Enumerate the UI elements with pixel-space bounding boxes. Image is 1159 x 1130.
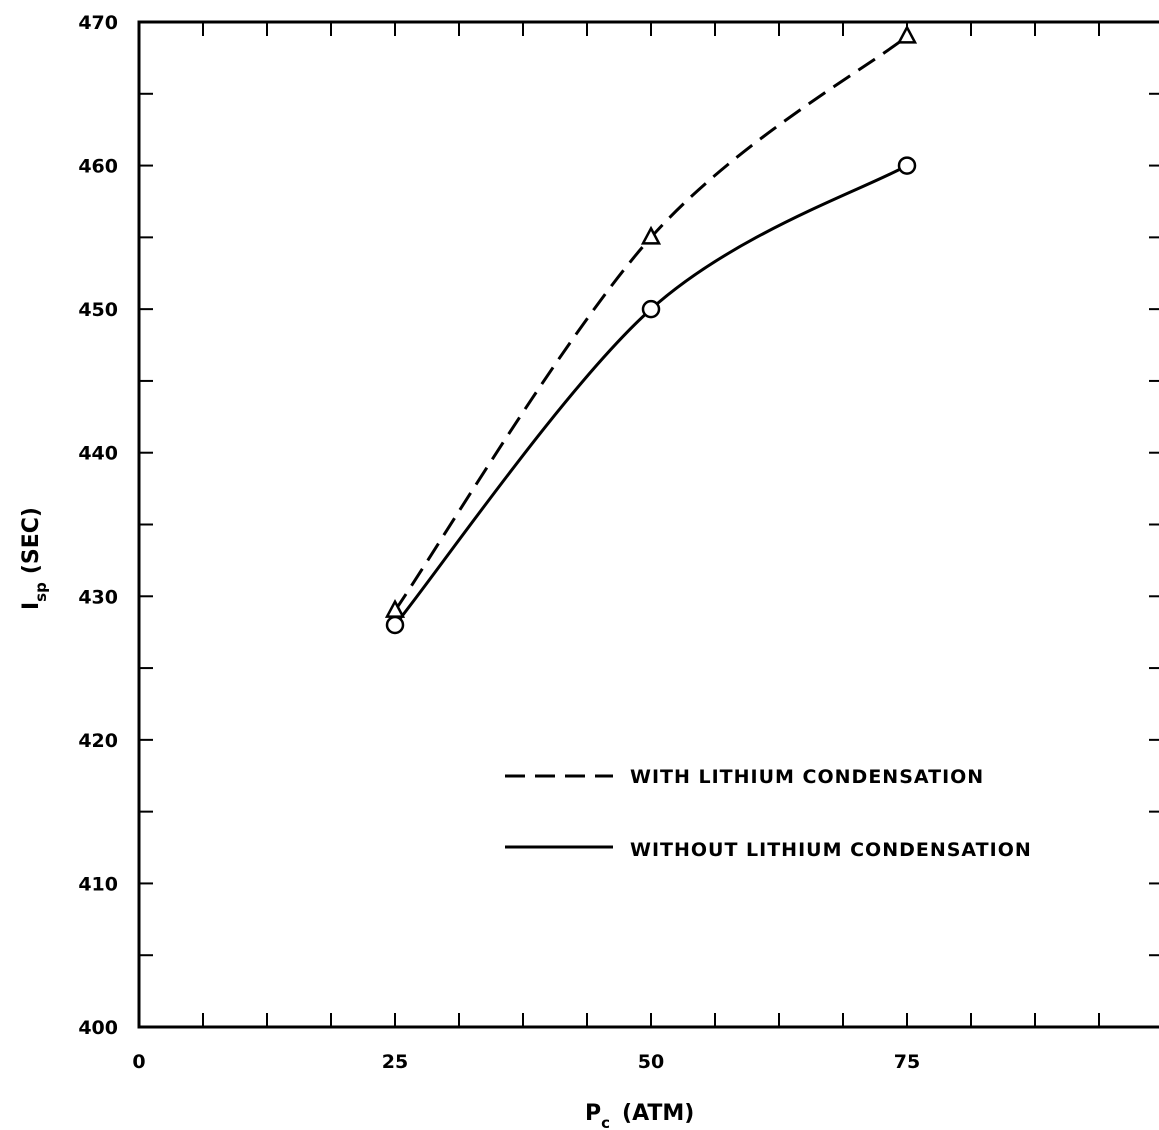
y-tick-label: 440 [78,443,118,465]
y-tick-label: 410 [78,873,118,895]
series-lines [393,35,908,626]
tick-labels: 0 25 50 75 400 410 420 430 440 450 460 470 [78,12,920,1073]
marker-triangle [640,225,662,245]
y-tick-label: 470 [78,12,118,34]
marker-circle [897,156,917,175]
marker-circle [641,299,661,319]
y-axis-label: Isp(SEC) [19,507,50,610]
y-tick-label: 420 [78,730,118,752]
y-tick-label: 400 [78,1017,118,1039]
x-tick-label: 75 [894,1051,920,1073]
y-axis-label-subscript: sp [32,582,50,602]
x-axis-label-subscript: c [601,1114,610,1130]
x-axis-label: Pc (ATM) [585,1101,694,1130]
legend: WITH LITHIUM CONDENSATION WITHOUT LITHIU… [505,766,1032,861]
x-tick-label: 50 [638,1051,664,1073]
series-line-with-lithium [393,35,908,612]
x-tick-label: 25 [382,1051,408,1073]
axis-ticks [138,21,1159,1028]
y-tick-label: 430 [78,586,118,608]
x-tick-label: 0 [132,1051,145,1073]
marker-triangle [896,24,918,44]
data-markers [384,24,918,635]
y-tick-label: 460 [78,156,118,178]
legend-label-without: WITHOUT LITHIUM CONDENSATION [630,839,1032,861]
marker-circle [385,615,405,635]
legend-label-with: WITH LITHIUM CONDENSATION [630,766,984,788]
plot-border [137,20,1159,1029]
plot-frame [137,20,1159,1029]
y-tick-label: 450 [78,299,118,321]
